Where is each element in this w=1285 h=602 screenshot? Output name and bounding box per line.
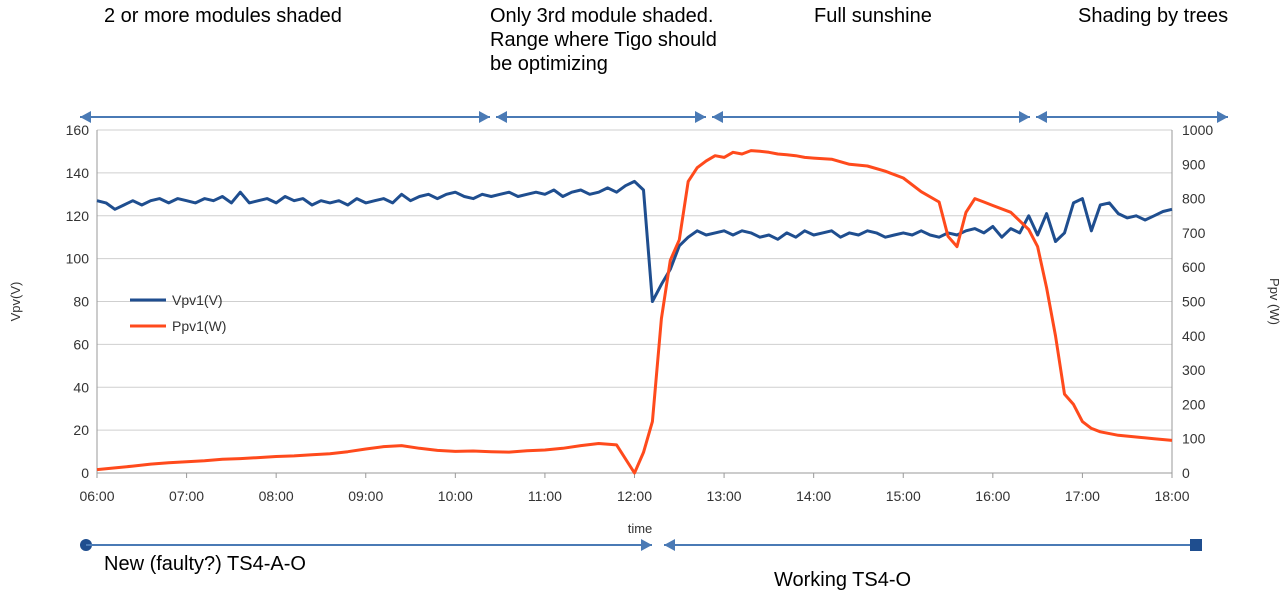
arrow-head xyxy=(80,111,91,123)
x-tick-label: 14:00 xyxy=(796,488,831,504)
y-left-tick-label: 0 xyxy=(81,465,89,481)
y-right-tick-label: 300 xyxy=(1182,362,1206,378)
y-right-tick-label: 200 xyxy=(1182,396,1206,412)
y-left-tick-label: 20 xyxy=(73,422,89,438)
y-left-tick-label: 80 xyxy=(73,294,89,310)
x-tick-label: 09:00 xyxy=(348,488,383,504)
annotation-third-module: Only 3rd module shaded. Range where Tigo… xyxy=(490,5,717,75)
legend-label: Vpv1(V) xyxy=(172,292,223,308)
annotation-working-device: Working TS4-O xyxy=(774,569,912,591)
arrow-head xyxy=(695,111,706,123)
arrow-head xyxy=(712,111,723,123)
y-right-tick-label: 500 xyxy=(1182,294,1206,310)
x-tick-label: 12:00 xyxy=(617,488,652,504)
y-right-tick-label: 100 xyxy=(1182,431,1206,447)
y-right-axis-label: Ppv (W) xyxy=(1267,278,1282,325)
legend-label: Ppv1(W) xyxy=(172,318,226,334)
range-arrows xyxy=(80,111,1228,551)
arrow-head xyxy=(664,539,675,551)
y-left-tick-label: 120 xyxy=(66,208,90,224)
y-left-tick-label: 60 xyxy=(73,336,89,352)
y-right-tick-label: 800 xyxy=(1182,191,1206,207)
y-right-tick-label: 1000 xyxy=(1182,122,1213,138)
y-right-tick-label: 600 xyxy=(1182,259,1206,275)
annotation-full-sunshine: Full sunshine xyxy=(814,5,932,27)
y-left-tick-label: 100 xyxy=(66,251,90,267)
y-left-tick-label: 40 xyxy=(73,379,89,395)
arrow-head xyxy=(1217,111,1228,123)
x-tick-label: 18:00 xyxy=(1154,488,1189,504)
x-axis-label: time xyxy=(628,521,653,536)
annotation-shaded-multiple: 2 or more modules shaded xyxy=(104,5,342,27)
y-right-tick-label: 400 xyxy=(1182,328,1206,344)
arrow-head xyxy=(479,111,490,123)
timeline-end-square xyxy=(1190,539,1202,551)
arrow-head xyxy=(641,539,652,551)
y-left-tick-label: 140 xyxy=(66,165,90,181)
arrow-head xyxy=(1019,111,1030,123)
y-left-axis-label: Vpv(V) xyxy=(8,282,23,322)
x-tick-label: 15:00 xyxy=(886,488,921,504)
x-tick-label: 16:00 xyxy=(975,488,1010,504)
annotation-faulty-device: New (faulty?) TS4-A-O xyxy=(104,553,306,575)
x-tick-label: 07:00 xyxy=(169,488,204,504)
y-left-tick-label: 160 xyxy=(66,122,90,138)
series-line-vpv1 xyxy=(96,179,1173,303)
arrow-head xyxy=(496,111,507,123)
x-tick-label: 13:00 xyxy=(707,488,742,504)
x-tick-label: 11:00 xyxy=(528,488,562,504)
annotation-shading-trees: Shading by trees xyxy=(1078,5,1229,27)
y-right-tick-label: 900 xyxy=(1182,156,1206,172)
x-tick-label: 17:00 xyxy=(1065,488,1100,504)
x-tick-label: 08:00 xyxy=(259,488,294,504)
x-tick-label: 10:00 xyxy=(438,488,473,504)
x-tick-label: 06:00 xyxy=(79,488,114,504)
y-right-tick-label: 0 xyxy=(1182,465,1190,481)
series-line-ppv1 xyxy=(96,149,1173,475)
series xyxy=(96,149,1173,475)
arrow-head xyxy=(1036,111,1047,123)
legend: Vpv1(V) Ppv1(W) xyxy=(130,292,226,334)
y-right-tick-label: 700 xyxy=(1182,225,1206,241)
gridlines xyxy=(97,129,1172,474)
